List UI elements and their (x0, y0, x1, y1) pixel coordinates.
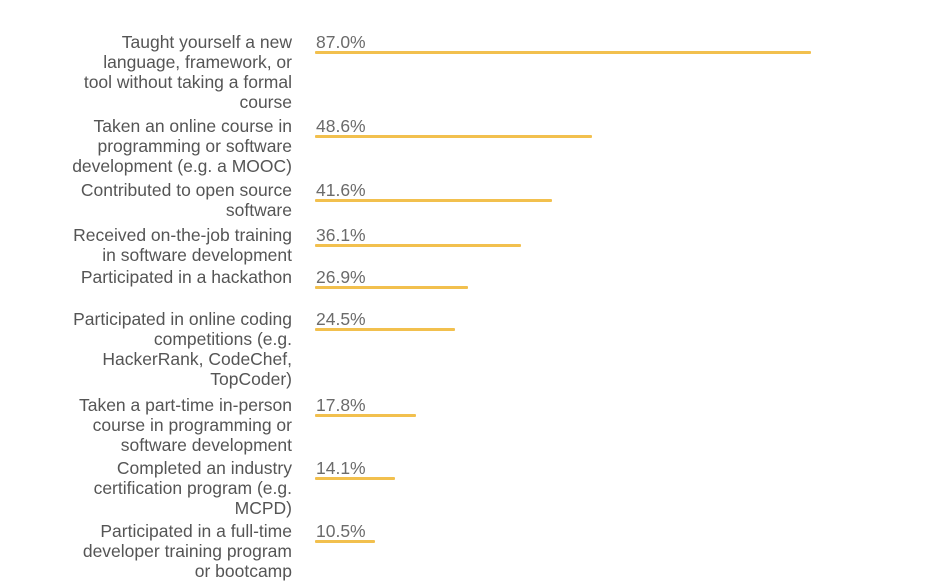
category-label-line: certification program (e.g. (93, 478, 292, 498)
category-label-line: HackerRank, CodeChef, (102, 349, 292, 369)
bar (315, 477, 395, 480)
value-label: 87.0% (316, 32, 366, 52)
category-label-line: MCPD) (234, 498, 292, 518)
value-label: 24.5% (316, 309, 366, 329)
category-label-line: Participated in a hackathon (80, 267, 292, 287)
category-label-line: or bootcamp (194, 561, 292, 581)
category-label-line: tool without taking a formal (83, 72, 292, 92)
category-label-line: Contributed to open source (80, 180, 292, 200)
category-label: Taken an online course in programming or … (20, 116, 292, 176)
category-label-line: programming or software (97, 136, 292, 156)
value-label: 14.1% (316, 458, 366, 478)
bar (315, 199, 552, 202)
category-label: Received on-the-job training in software … (20, 225, 292, 265)
category-label-line: language, framework, or (103, 52, 292, 72)
value-label: 26.9% (316, 267, 366, 287)
bar (315, 51, 811, 54)
category-label-line: Received on-the-job training (73, 225, 292, 245)
category-label: Taught yourself a new language, framework… (20, 32, 292, 112)
value-label: 36.1% (316, 225, 366, 245)
category-label: Taken a part-time in-person course in pro… (20, 395, 292, 455)
category-label-line: TopCoder) (210, 369, 292, 389)
category-label-line: Taken an online course in (93, 116, 292, 136)
category-label-line: software development (120, 435, 292, 455)
category-label-line: Completed an industry (116, 458, 292, 478)
category-label-line: development (e.g. a MOOC) (72, 156, 292, 176)
category-label-line: software (225, 200, 292, 220)
category-label: Participated in online coding competition… (20, 309, 292, 389)
bar (315, 540, 375, 543)
category-label-line: in software development (102, 245, 292, 265)
value-label: 41.6% (316, 180, 366, 200)
bar (315, 286, 468, 289)
category-label: Contributed to open source software (20, 180, 292, 220)
value-label: 10.5% (316, 521, 366, 541)
category-label-line: competitions (e.g. (153, 329, 292, 349)
value-label: 17.8% (316, 395, 366, 415)
category-label-line: course in programming or (92, 415, 292, 435)
category-label: Participated in a full-time developer tra… (20, 521, 292, 581)
bar (315, 135, 592, 138)
category-label-line: Participated in a full-time (100, 521, 292, 541)
category-label-line: developer training program (82, 541, 292, 561)
category-label-line: Taken a part-time in-person (78, 395, 292, 415)
category-label-line: Taught yourself a new (121, 32, 292, 52)
category-label: Completed an industry certification progr… (20, 458, 292, 518)
bar (315, 414, 416, 417)
category-label-line: course (239, 92, 292, 112)
value-label: 48.6% (316, 116, 366, 136)
bar (315, 244, 521, 247)
category-label: Participated in a hackathon (20, 267, 292, 287)
category-label-line: Participated in online coding (73, 309, 292, 329)
bar (315, 328, 455, 331)
